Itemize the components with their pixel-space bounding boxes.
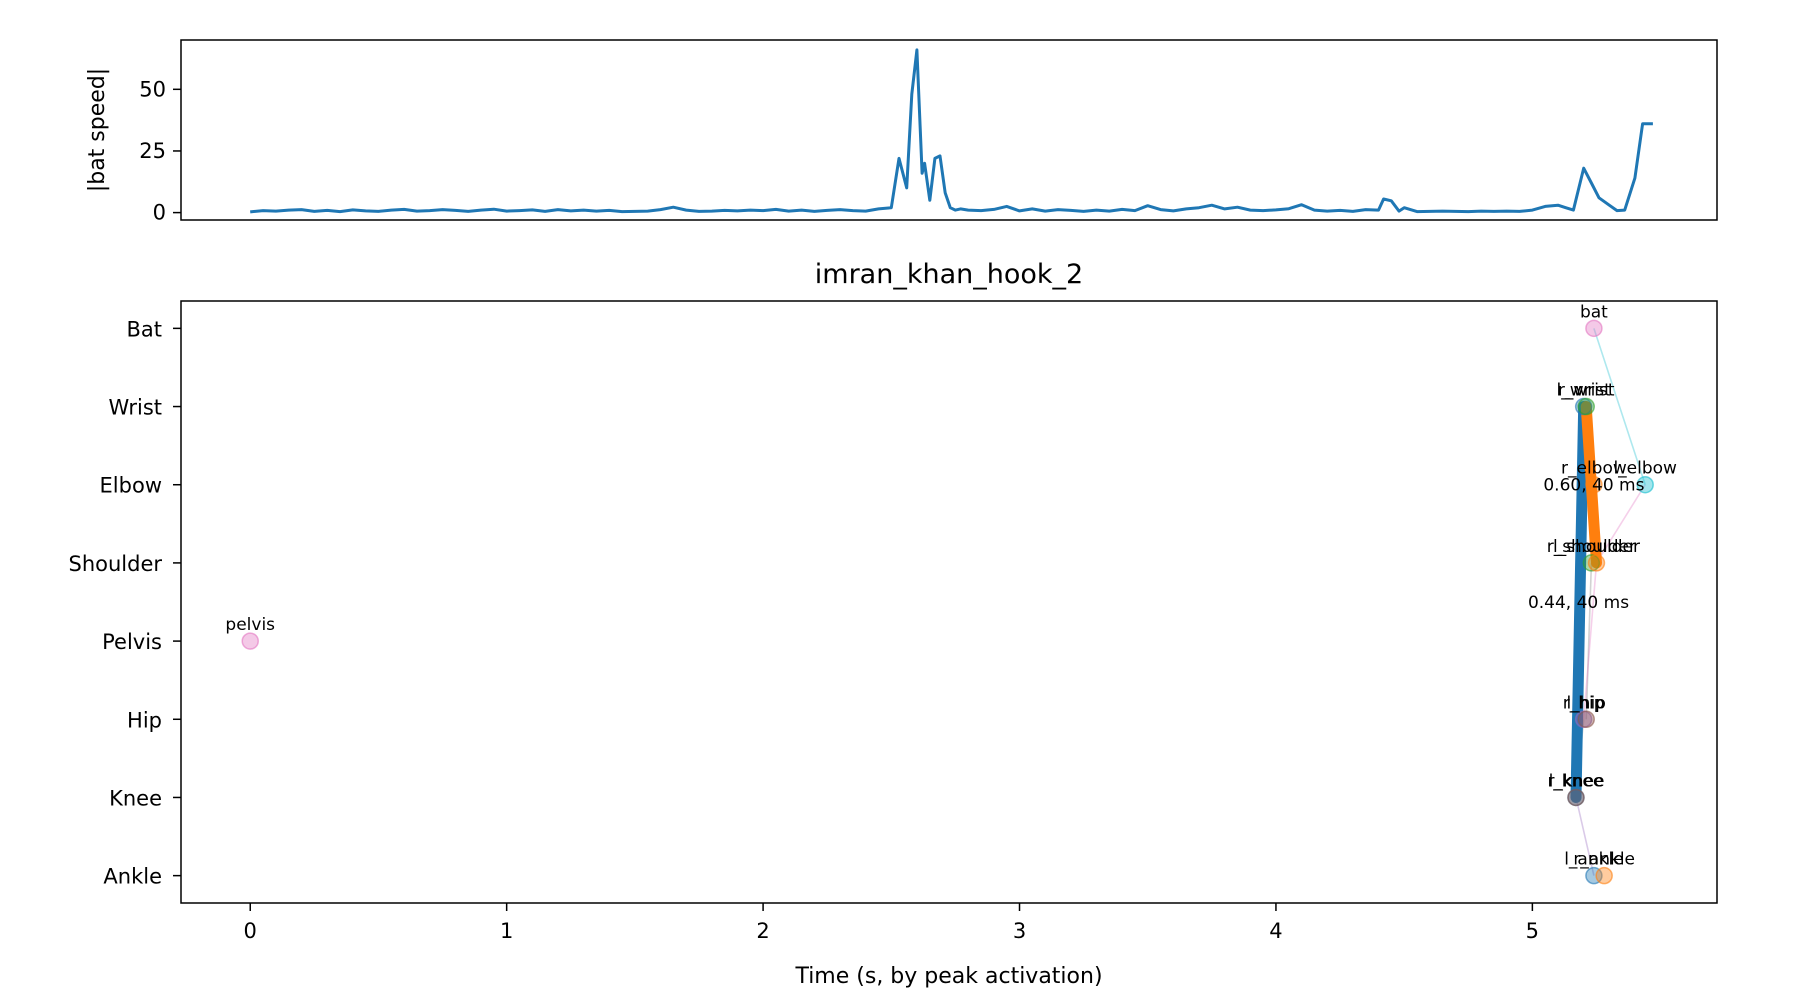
time-x-tick-label: 2 xyxy=(756,919,769,943)
bat-speed-y-tick-label: 0 xyxy=(153,201,166,225)
timing-thin-line xyxy=(1595,484,1646,564)
joint-point-l-shoulder xyxy=(1587,554,1606,572)
joint-y-tick-label: Ankle xyxy=(103,865,162,889)
joint-y-tick-label: Hip xyxy=(127,708,162,732)
joint-label-r-wrist: r_wrist xyxy=(1558,381,1615,401)
joint-y-tick-label: Pelvis xyxy=(102,630,162,654)
joint-y-tick-label: Bat xyxy=(126,317,162,341)
timing-thick-lines xyxy=(1570,401,1602,803)
bat-speed-plot-frame xyxy=(180,39,1718,221)
timing-thick-line xyxy=(1570,401,1590,803)
time-x-tick-label: 4 xyxy=(1269,919,1282,943)
joint-label-l-wrist: l_wrist xyxy=(1556,381,1611,401)
bat-speed-y-tick-label: 50 xyxy=(139,77,166,101)
joint-point-l-knee xyxy=(1567,788,1585,807)
joint-point-l-hip xyxy=(1577,710,1595,729)
joint-y-tick-label: Elbow xyxy=(100,474,162,498)
time-x-tick-label: 1 xyxy=(500,919,513,943)
joint-label-pelvis: pelvis xyxy=(225,615,275,635)
timing-thin-line xyxy=(1593,328,1646,485)
timing-annotation: 0.44, 40 ms xyxy=(1528,593,1629,613)
time-x-label: Time (s, by peak activation) xyxy=(794,964,1102,989)
timing-thin-line xyxy=(1585,562,1593,720)
joint-y-tick-label: Knee xyxy=(109,786,162,810)
joint-label-r-shoulder: r_shoulder xyxy=(1547,537,1636,557)
joint-label-r-ankle: r_ankle xyxy=(1573,850,1635,870)
time-x-tick-label: 0 xyxy=(244,919,257,943)
bat-speed-y-tick-label: 25 xyxy=(139,139,166,163)
bat-speed-y-label: |bat speed| xyxy=(85,68,110,192)
time-x-tick-label: 5 xyxy=(1526,919,1539,943)
bat-speed-line xyxy=(250,48,1653,214)
joint-point-pelvis xyxy=(241,632,259,650)
activation-chart-title: imran_khan_hook_2 xyxy=(815,259,1083,290)
joint-label-r-elbow: r_elbow xyxy=(1561,459,1627,479)
timing-thick-line xyxy=(1580,401,1602,569)
time-x-ticks: 0 1 2 3 4 5 xyxy=(244,903,1539,943)
joint-point-r-shoulder xyxy=(1582,554,1601,572)
joint-label-l-hip: l_hip xyxy=(1566,693,1606,713)
time-x-tick-label: 3 xyxy=(1013,919,1026,943)
timing-annotations: 0.60, 40 ms 0.44, 40 ms xyxy=(1528,476,1645,613)
joint-y-tick-label: Wrist xyxy=(109,396,162,420)
joint-label-l-elbow: l_elbow xyxy=(1613,459,1677,479)
timing-thin-line xyxy=(1582,562,1598,720)
activation-plot-frame xyxy=(180,300,1718,904)
joint-label-l-knee: l_knee xyxy=(1549,771,1604,791)
timing-thin-line xyxy=(1575,797,1595,876)
joint-point-r-elbow xyxy=(1585,475,1603,494)
joint-points xyxy=(241,319,1654,885)
joint-label-r-hip: r_hip xyxy=(1563,693,1605,713)
joint-point-bat xyxy=(1585,319,1603,338)
bat-speed-y-ticks: 0 25 50 xyxy=(139,77,181,225)
joint-point-l-elbow xyxy=(1636,475,1654,494)
joint-y-tick-label: Shoulder xyxy=(68,552,162,576)
joint-point-r-wrist xyxy=(1577,397,1595,416)
bat-speed-panel: 0 25 50 |bat speed| xyxy=(85,39,1718,225)
joint-point-r-ankle xyxy=(1595,866,1613,885)
joint-label-l-ankle: l_ankle xyxy=(1564,850,1623,870)
joint-label-bat: bat xyxy=(1580,302,1608,322)
joint-y-ticks: Bat Wrist Elbow Shoulder Pelvis Hip Knee Ankle xyxy=(68,317,181,889)
joint-label-l-shoulder: l_shoulder xyxy=(1553,537,1640,557)
bat-speed-series xyxy=(250,48,1653,214)
timing-annotation: 0.60, 40 ms xyxy=(1543,476,1644,496)
joint-label-r-knee: r_knee xyxy=(1547,771,1604,791)
